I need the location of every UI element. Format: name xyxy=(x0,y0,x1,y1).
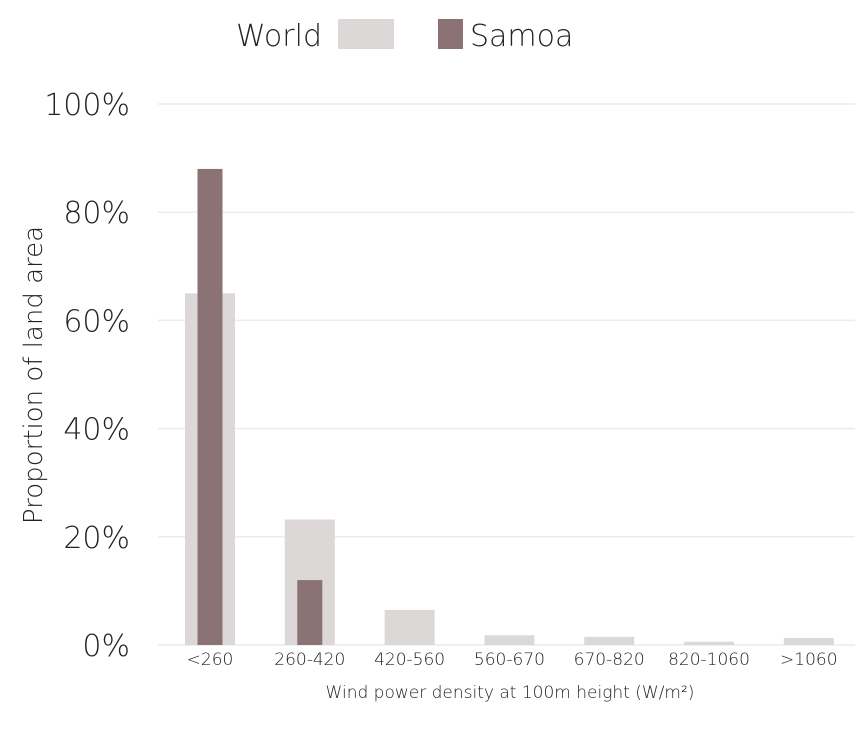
legend: World Samoa xyxy=(236,19,573,54)
bars xyxy=(185,169,834,645)
bar-world-820-1060 xyxy=(684,642,734,645)
legend-label-samoa: Samoa xyxy=(470,19,573,54)
x-tick-label-560-670: 560-670 xyxy=(474,650,545,670)
legend-swatch-samoa xyxy=(438,19,463,49)
y-tick-label-0: 0% xyxy=(82,629,130,664)
y-tick-label-60: 60% xyxy=(63,304,130,339)
x-tick-label-420-560: 420-560 xyxy=(374,650,445,670)
y-tick-label-80: 80% xyxy=(63,196,130,231)
x-tick-label-820-1060: 820-1060 xyxy=(668,650,750,670)
bar-world-420-560 xyxy=(385,610,435,645)
gridlines xyxy=(158,104,855,645)
legend-swatch-world xyxy=(338,19,394,49)
x-axis-label: Wind power density at 100m height (W/m²) xyxy=(326,683,695,703)
x-tick-label-gt-1060: >1060 xyxy=(780,650,838,670)
y-tick-labels: 0% 20% 40% 60% 80% 100% xyxy=(44,88,130,664)
bar-world-gt-1060 xyxy=(784,638,834,645)
bar-world-670-820 xyxy=(584,637,634,645)
bar-samoa-lt-260 xyxy=(198,169,223,645)
x-tick-labels: <260 260-420 420-560 560-670 670-820 820-1060… xyxy=(187,650,838,670)
x-tick-label-lt-260: <260 xyxy=(187,650,234,670)
bar-world-560-670 xyxy=(484,635,534,645)
legend-label-world: World xyxy=(236,19,322,54)
y-axis-label: Proportion of land area xyxy=(19,226,49,524)
y-tick-label-20: 20% xyxy=(63,521,130,556)
bar-samoa-260-420 xyxy=(297,580,322,645)
x-tick-label-260-420: 260-420 xyxy=(274,650,345,670)
x-tick-label-670-820: 670-820 xyxy=(574,650,645,670)
y-tick-label-100: 100% xyxy=(44,88,130,123)
y-tick-label-40: 40% xyxy=(63,413,130,448)
